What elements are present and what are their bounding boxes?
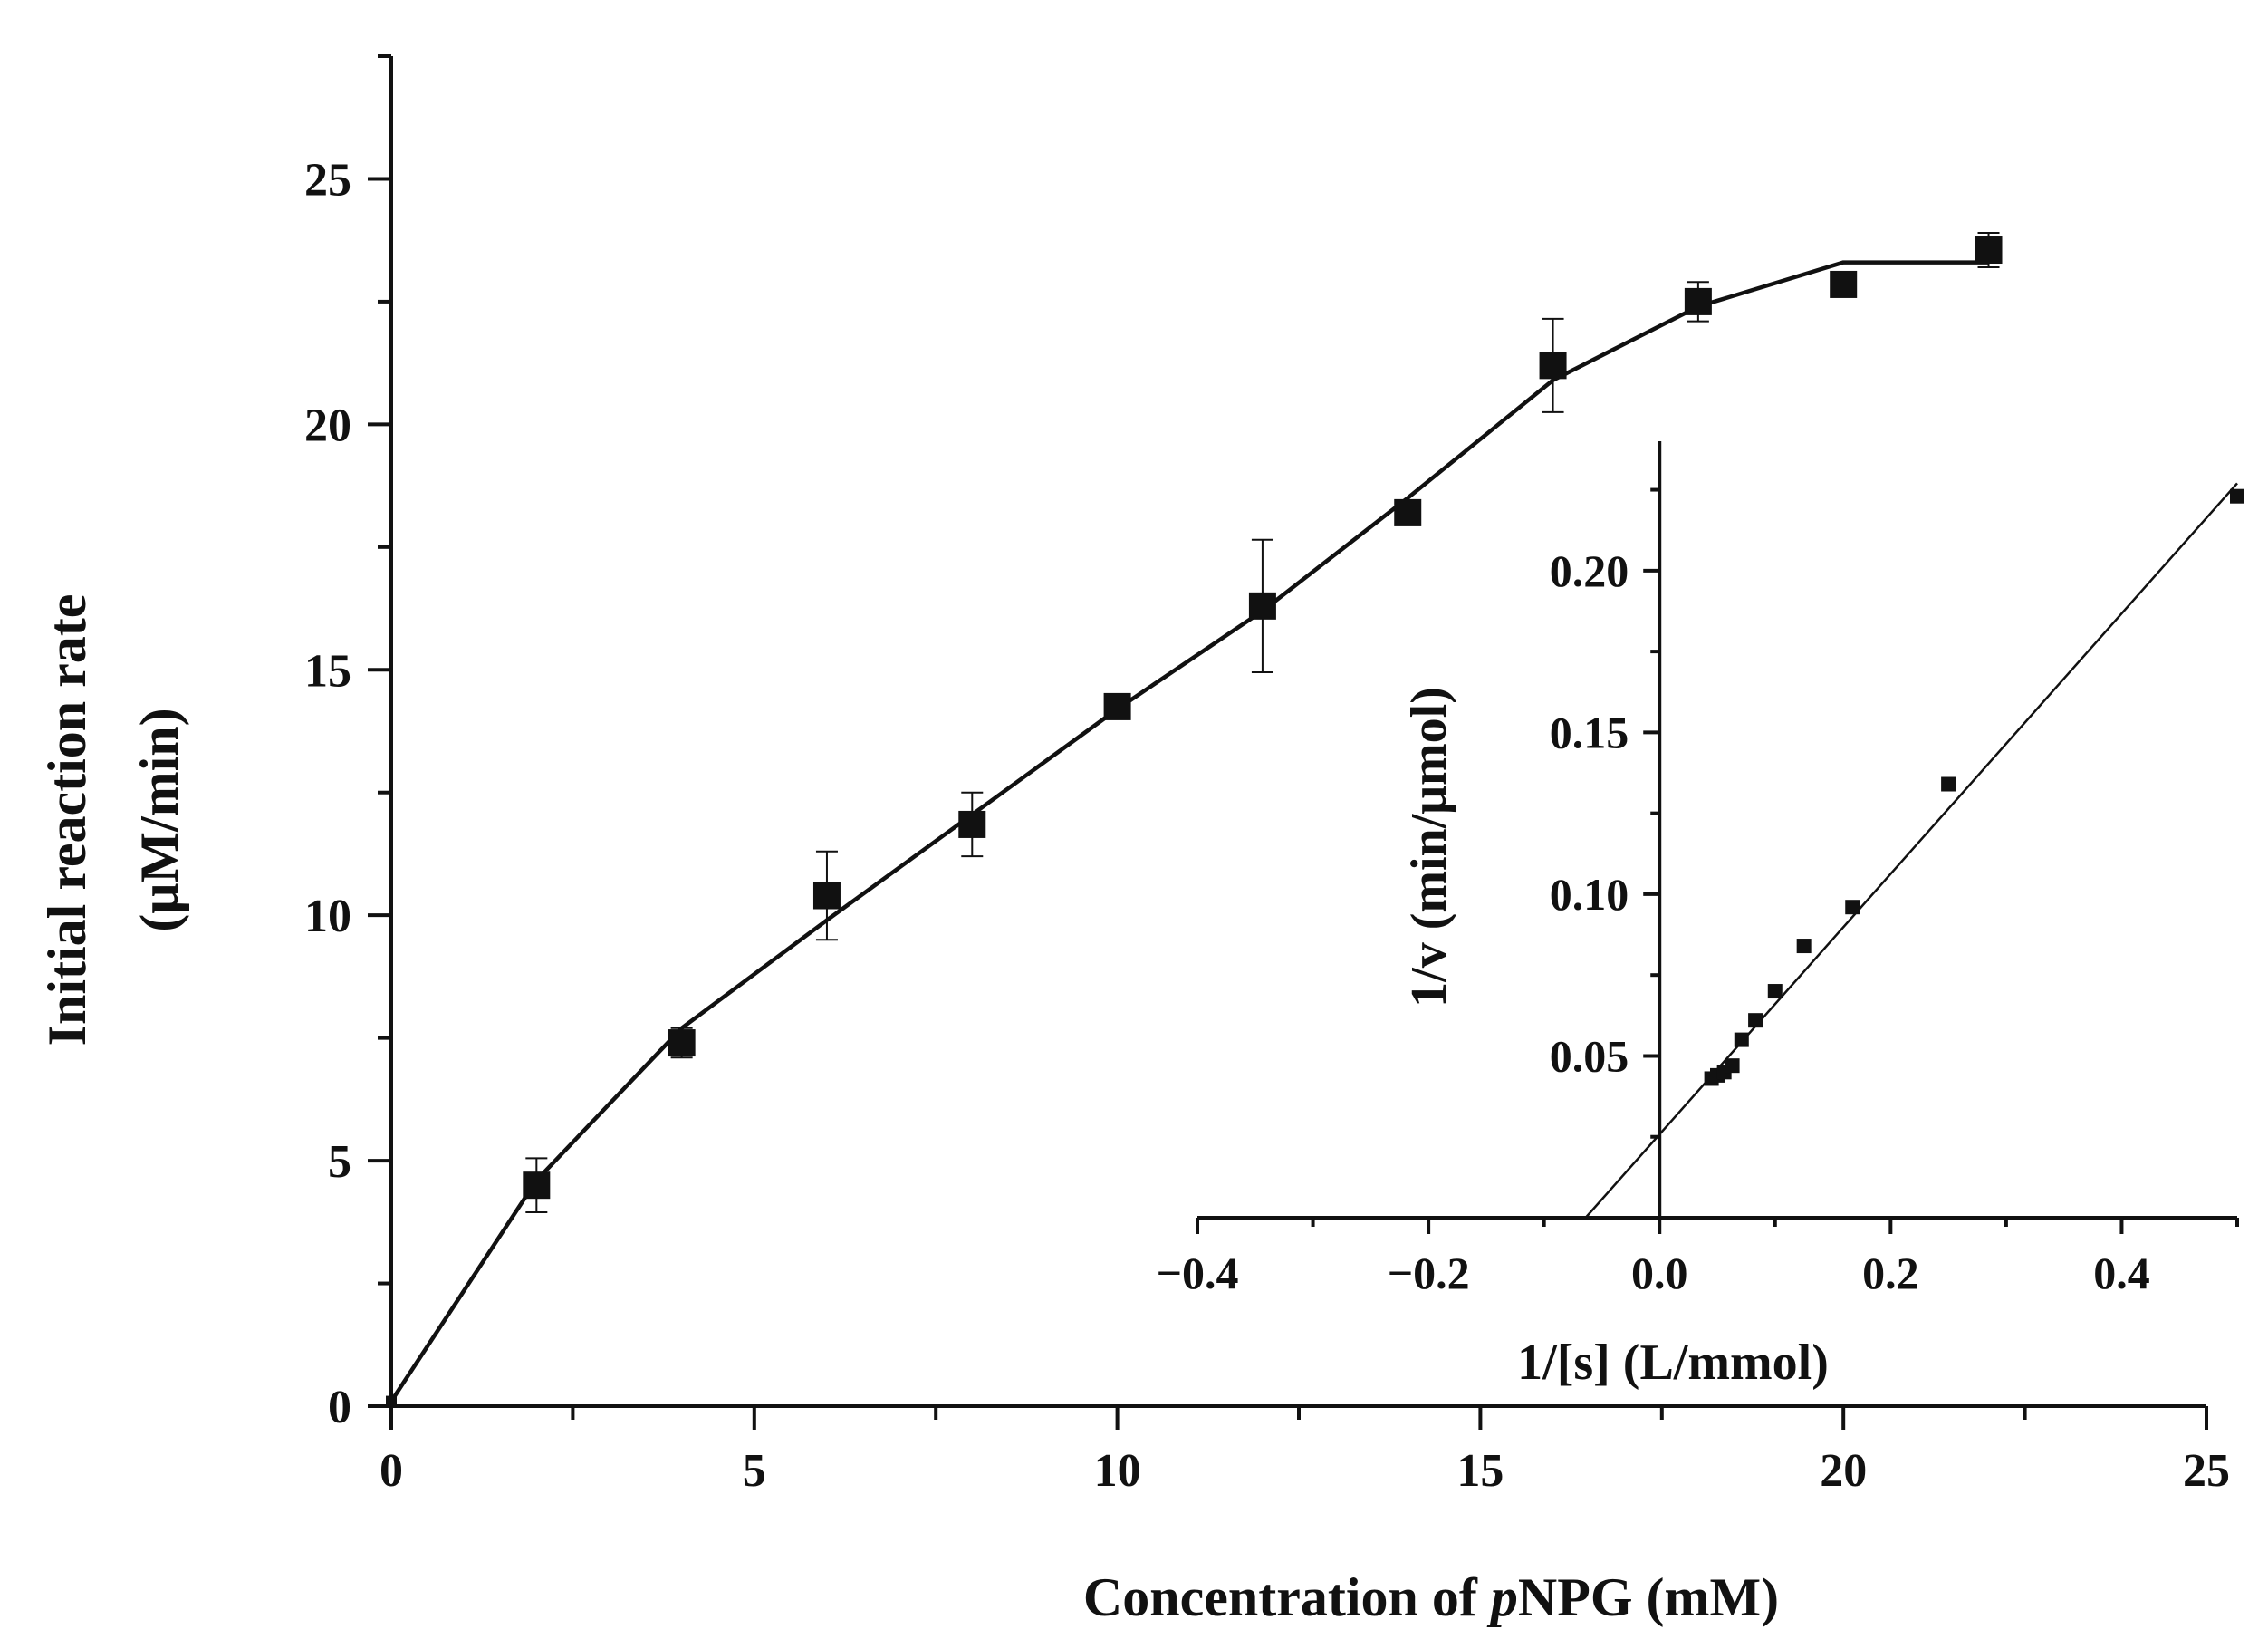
main-x-tick-label: 10 [1094,1445,1141,1497]
main-x-ticks: 0 5 10 15 20 25 [380,1406,2230,1497]
inset-y-tick-label: 0.15 [1550,707,1629,757]
main-x-axis-title: Concentration of pNPG (mM) [1083,1567,1779,1627]
main-y-tick-label: 10 [304,891,351,942]
inset-chart: −0.4 −0.2 0.0 0.2 0.4 0.05 0.10 0.15 0.20 1/[s]… [1157,441,2244,1391]
inset-x-tick-label: 0.4 [2093,1248,2150,1298]
main-data-points [386,236,2003,1407]
inset-data-point [1941,776,1956,792]
main-x-title-part1: Concentration of [1083,1567,1491,1627]
main-y-tick-label: 25 [304,154,351,206]
inset-data-point [1845,900,1860,915]
main-x-tick-label: 20 [1820,1445,1867,1497]
main-data-point [1684,287,1712,315]
inset-x-tick-label: −0.4 [1157,1248,1239,1298]
main-data-point [1539,352,1567,380]
main-y-tick-label: 20 [304,400,351,451]
main-data-point [668,1029,696,1057]
main-data-point [1248,592,1276,620]
inset-y-tick-label: 0.05 [1550,1030,1629,1081]
inset-x-tick-label: 0.2 [1862,1248,1919,1298]
main-x-title-italic-p: p [1486,1567,1518,1627]
inset-data-point [2230,488,2244,504]
main-x-title-part2: NPG (mM) [1518,1567,1779,1627]
inset-data-point [1767,984,1783,999]
main-data-point [1830,270,1858,298]
main-y-tick-label: 15 [304,645,351,697]
main-x-tick-label: 0 [380,1445,403,1497]
inset-x-tick-label: 0.0 [1631,1248,1688,1298]
main-fit-curve-group [389,260,1989,1403]
main-error-bars [525,232,2000,1213]
inset-data-point [1725,1058,1740,1074]
main-fit-curve [389,260,1989,1403]
main-y-ticks: 0 5 10 15 20 25 [304,54,391,1433]
inset-x-tick-label: −0.2 [1388,1248,1470,1298]
inset-y-tick-label: 0.20 [1550,545,1629,596]
inset-y-tick-label: 0.10 [1550,869,1629,920]
main-y-tick-label: 5 [328,1136,351,1188]
main-x-tick-label: 25 [2183,1445,2230,1497]
main-data-point [812,882,841,910]
inset-data-point [1734,1032,1749,1047]
main-x-tick-label: 15 [1456,1445,1504,1497]
inset-data-points [1704,488,2244,1086]
inset-fit-line-group [1584,482,2238,1219]
main-data-point [958,810,986,838]
inset-y-ticks: 0.05 0.10 0.15 0.20 [1550,487,1660,1139]
main-data-point [1103,692,1131,720]
main-data-point [386,1395,397,1407]
inset-data-point [1748,1013,1763,1028]
inset-x-axis-title: 1/[s] (L/mmol) [1517,1335,1829,1391]
main-y-tick-label: 0 [328,1382,351,1433]
inset-x-ticks: −0.4 −0.2 0.0 0.2 0.4 [1157,1218,2239,1298]
main-y-axis-title-line2: (μM/min) [130,708,189,931]
inset-data-point [1796,939,1812,954]
main-data-point [523,1171,551,1200]
main-y-axis-title-line1: Initial reaction rate [37,594,97,1046]
inset-fit-line [1584,482,2238,1219]
main-chart: 0 5 10 15 20 25 0 5 10 15 20 25 Concentration of p… [37,54,2230,1627]
main-data-point [1975,236,2003,265]
main-x-tick-label: 5 [743,1445,766,1497]
main-data-point [1394,498,1422,526]
inset-y-axis-title: 1/v (min/μmol) [1401,687,1457,1008]
